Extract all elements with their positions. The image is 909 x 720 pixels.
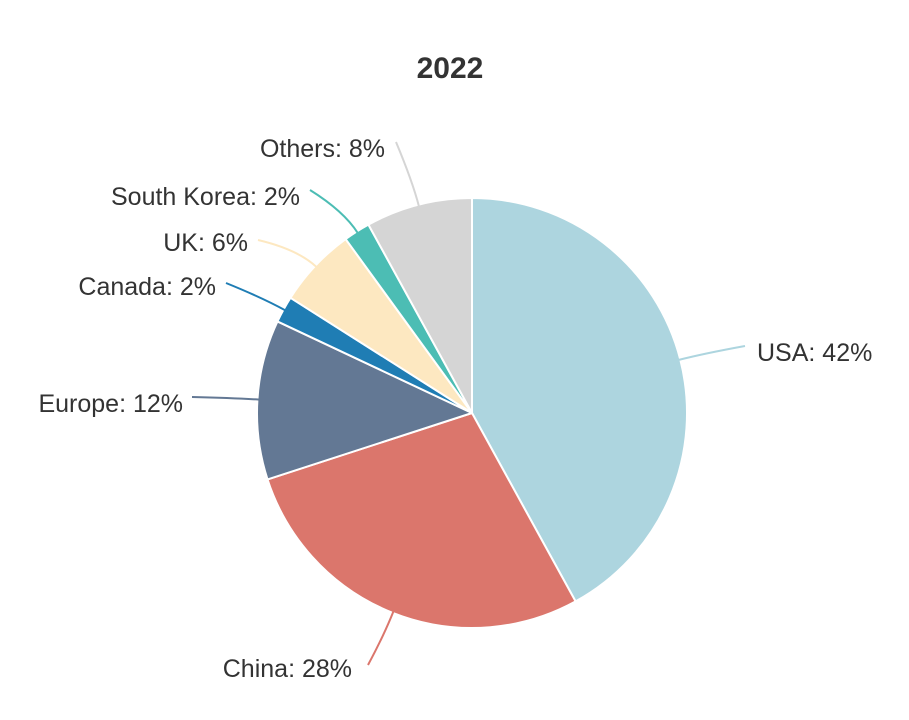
pie-connector-europe bbox=[191, 396, 260, 401]
pie-labels: USA: 42% China: 28% Europe: 12% Canada: 2% U… bbox=[38, 135, 872, 683]
pie-connector-china bbox=[367, 610, 395, 666]
pie-label-south-korea: South Korea: 2% bbox=[111, 183, 300, 211]
pie-connector-others bbox=[395, 141, 420, 207]
pie-label-canada: Canada: 2% bbox=[78, 273, 216, 301]
pie-label-china: China: 28% bbox=[223, 655, 352, 683]
pie-label-others: Others: 8% bbox=[260, 135, 385, 163]
pie-label-europe: Europe: 12% bbox=[38, 390, 183, 418]
pie-label-usa: USA: 42% bbox=[757, 339, 872, 367]
pie-label-uk: UK: 6% bbox=[163, 229, 248, 257]
pie-connector-uk bbox=[257, 239, 318, 268]
chart-title: 2022 bbox=[417, 52, 484, 85]
pie-connector-canada bbox=[225, 282, 286, 312]
pie-slices bbox=[256, 197, 689, 629]
pie-connector-usa bbox=[678, 345, 746, 361]
pie-connector-south-korea bbox=[309, 189, 359, 234]
pie-label-connectors bbox=[191, 141, 746, 666]
